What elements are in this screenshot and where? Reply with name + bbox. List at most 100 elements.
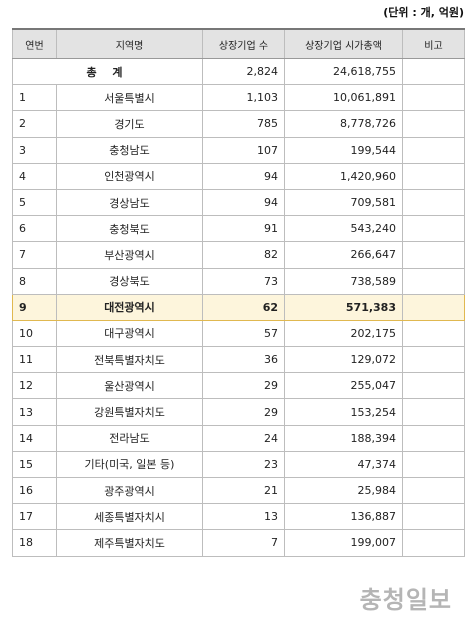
row-company-count: 94 <box>202 188 285 217</box>
row-remarks <box>402 188 465 217</box>
header-number: 연번 <box>12 28 57 59</box>
table-row: 1 서울특별시 1,103 10,061,891 <box>12 84 465 112</box>
row-remarks <box>402 215 465 243</box>
row-region: 광주광역시 <box>56 476 203 505</box>
row-region: 충청남도 <box>56 136 203 164</box>
table-row: 12 울산광역시 29 255,047 <box>12 372 465 400</box>
row-region: 울산광역시 <box>56 372 203 400</box>
row-region: 강원특별자치도 <box>56 398 203 426</box>
row-remarks <box>402 110 465 138</box>
row-number: 8 <box>12 267 57 295</box>
row-region: 기타(미국, 일본 등) <box>56 450 203 479</box>
row-market-cap: 266,647 <box>284 241 403 269</box>
row-market-cap: 255,047 <box>284 372 403 400</box>
table-row: 15 기타(미국, 일본 등) 23 47,374 <box>12 450 465 479</box>
row-market-cap: 543,240 <box>284 215 403 243</box>
total-market-cap: 24,618,755 <box>284 57 403 86</box>
row-market-cap: 153,254 <box>284 398 403 426</box>
header-row: 연번 지역명 상장기업 수 상장기업 시가총액 비고 <box>12 28 465 59</box>
row-company-count: 94 <box>202 162 285 190</box>
row-region: 경기도 <box>56 110 203 138</box>
row-company-count: 62 <box>202 293 285 321</box>
row-market-cap: 10,061,891 <box>284 84 403 112</box>
row-region: 충청북도 <box>56 215 203 243</box>
row-region: 전라남도 <box>56 424 203 452</box>
row-remarks <box>402 267 465 295</box>
row-region: 제주특별자치도 <box>56 529 203 557</box>
row-company-count: 24 <box>202 424 285 452</box>
row-number: 12 <box>12 372 57 400</box>
table-row: 10 대구광역시 57 202,175 <box>12 319 465 348</box>
row-market-cap: 202,175 <box>284 319 403 348</box>
row-number: 17 <box>12 503 57 531</box>
row-number: 7 <box>12 241 57 269</box>
table-row: 6 충청북도 91 543,240 <box>12 215 465 243</box>
row-remarks <box>402 84 465 112</box>
row-remarks <box>402 372 465 400</box>
row-remarks <box>402 398 465 426</box>
row-market-cap: 738,589 <box>284 267 403 295</box>
total-remarks <box>402 57 465 86</box>
row-number: 14 <box>12 424 57 452</box>
row-number: 9 <box>12 293 57 321</box>
table-row: 11 전북특별자치도 36 129,072 <box>12 346 465 374</box>
row-company-count: 785 <box>202 110 285 138</box>
row-number: 13 <box>12 398 57 426</box>
header-market-cap: 상장기업 시가총액 <box>284 28 403 59</box>
listed-companies-table: 연번 지역명 상장기업 수 상장기업 시가총액 비고 총 계 2,824 24,… <box>12 28 465 557</box>
row-region: 서울특별시 <box>56 84 203 112</box>
row-region: 인천광역시 <box>56 162 203 190</box>
total-label: 총 계 <box>12 57 203 86</box>
newspaper-watermark: 충청일보 <box>359 586 452 614</box>
row-remarks <box>402 162 465 190</box>
row-market-cap: 1,420,960 <box>284 162 403 190</box>
row-number: 15 <box>12 450 57 479</box>
row-number: 1 <box>12 84 57 112</box>
table-row: 5 경상남도 94 709,581 <box>12 188 465 217</box>
row-number: 3 <box>12 136 57 164</box>
row-remarks <box>402 136 465 164</box>
row-number: 16 <box>12 476 57 505</box>
row-number: 10 <box>12 319 57 348</box>
row-number: 5 <box>12 188 57 217</box>
row-company-count: 13 <box>202 503 285 531</box>
row-market-cap: 199,544 <box>284 136 403 164</box>
unit-note: (단위 : 개, 억원) <box>383 6 464 19</box>
table-row: 8 경상북도 73 738,589 <box>12 267 465 295</box>
row-remarks <box>402 293 465 321</box>
table-row: 2 경기도 785 8,778,726 <box>12 110 465 138</box>
row-remarks <box>402 424 465 452</box>
table-row-highlighted: 9 대전광역시 62 571,383 <box>12 293 465 321</box>
row-region: 대구광역시 <box>56 319 203 348</box>
row-market-cap: 188,394 <box>284 424 403 452</box>
row-number: 6 <box>12 215 57 243</box>
table-row: 13 강원특별자치도 29 153,254 <box>12 398 465 426</box>
row-remarks <box>402 346 465 374</box>
table-row: 7 부산광역시 82 266,647 <box>12 241 465 269</box>
row-market-cap: 8,778,726 <box>284 110 403 138</box>
row-number: 2 <box>12 110 57 138</box>
row-number: 4 <box>12 162 57 190</box>
row-market-cap: 25,984 <box>284 476 403 505</box>
row-company-count: 82 <box>202 241 285 269</box>
row-company-count: 29 <box>202 372 285 400</box>
table-row: 17 세종특별자치시 13 136,887 <box>12 503 465 531</box>
row-region: 부산광역시 <box>56 241 203 269</box>
row-market-cap: 47,374 <box>284 450 403 479</box>
table-row: 4 인천광역시 94 1,420,960 <box>12 162 465 190</box>
row-company-count: 57 <box>202 319 285 348</box>
row-market-cap: 136,887 <box>284 503 403 531</box>
row-company-count: 23 <box>202 450 285 479</box>
row-market-cap: 129,072 <box>284 346 403 374</box>
row-remarks <box>402 529 465 557</box>
row-region: 경상북도 <box>56 267 203 295</box>
row-market-cap: 199,007 <box>284 529 403 557</box>
table-row: 16 광주광역시 21 25,984 <box>12 476 465 505</box>
header-company-count: 상장기업 수 <box>202 28 285 59</box>
row-remarks <box>402 319 465 348</box>
row-company-count: 1,103 <box>202 84 285 112</box>
row-number: 18 <box>12 529 57 557</box>
row-company-count: 107 <box>202 136 285 164</box>
header-region: 지역명 <box>56 28 203 59</box>
row-remarks <box>402 450 465 479</box>
